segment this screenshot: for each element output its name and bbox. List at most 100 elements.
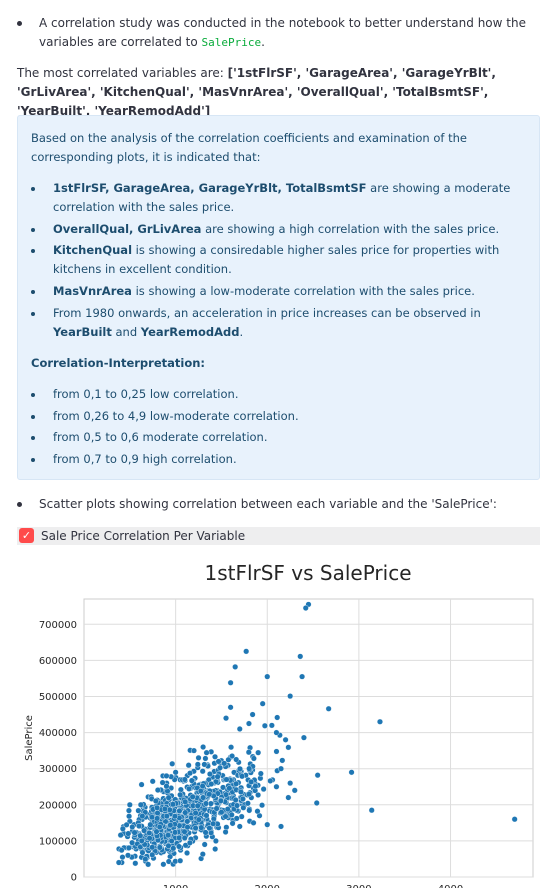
- scatter-point: [236, 823, 243, 830]
- scatter-point: [171, 813, 178, 820]
- checkbox-label: Sale Price Correlation Per Variable: [41, 529, 246, 543]
- scatter-point: [117, 832, 124, 839]
- finding-text: are showing a moderate correlation with …: [53, 181, 511, 214]
- finding-text: and: [111, 325, 141, 339]
- scatter-point: [126, 813, 133, 820]
- scatter-point: [246, 807, 253, 814]
- scatter-point: [149, 778, 156, 785]
- scatter-point: [223, 776, 230, 783]
- scatter-point: [217, 764, 224, 771]
- scatter-point: [189, 793, 196, 800]
- scatter-point: [223, 791, 230, 798]
- checkbox-checked-icon[interactable]: ✓: [19, 528, 34, 543]
- scatter-point: [184, 849, 191, 856]
- scatter-point: [138, 837, 145, 844]
- most-correlated-list: ['1stFlrSF', 'GarageArea', 'GarageYrBlt'…: [17, 66, 496, 118]
- saleprice-code: SalePrice: [201, 36, 262, 49]
- scatter-point: [126, 801, 133, 808]
- scatter-point: [287, 693, 294, 700]
- scatter-point: [239, 773, 246, 780]
- scatter-point: [300, 734, 307, 741]
- scatter-point: [376, 718, 383, 725]
- scatter-point: [185, 785, 192, 792]
- range-item: from 0,1 to 0,25 low correlation.: [31, 385, 527, 404]
- finding-item: OverallQual, GrLivArea are showing a hig…: [31, 220, 527, 239]
- scatter-point: [138, 781, 145, 788]
- scatter-point: [129, 823, 136, 830]
- scatter-point: [124, 852, 131, 859]
- finding-item: KitchenQual is showing a consiredable hi…: [31, 241, 527, 279]
- x-tick-label: 4000: [438, 884, 463, 888]
- scatter-point: [125, 830, 132, 837]
- scatter-point: [132, 860, 139, 867]
- scatter-point: [123, 821, 130, 828]
- scatter-point: [244, 800, 251, 807]
- scatter-point: [165, 794, 172, 801]
- finding-bold: YearRemodAdd: [140, 325, 240, 339]
- most-correlated-paragraph: The most correlated variables are: ['1st…: [17, 64, 539, 121]
- range-item: from 0,7 to 0,9 high correlation.: [31, 450, 527, 469]
- scatter-point: [248, 778, 255, 785]
- scatter-point: [273, 783, 280, 790]
- scatter-point: [227, 679, 234, 686]
- y-axis-label: SalePrice: [24, 715, 35, 761]
- scatter-point: [170, 845, 177, 852]
- scatter-point: [252, 783, 259, 790]
- scatter-point: [232, 796, 239, 803]
- scatter-chart: 1stFlrSF vs SalePrice 010000020000030000…: [24, 561, 534, 888]
- scatter-point: [348, 769, 355, 776]
- scatter-point: [273, 748, 280, 755]
- scatter-point: [274, 714, 281, 721]
- scatter-point: [201, 761, 208, 768]
- y-tick-label: 100000: [39, 836, 77, 847]
- scatter-point: [368, 807, 375, 814]
- scatter-point: [156, 824, 163, 831]
- y-tick-labels: 0 100000 200000 300000 400000 500000 600000 700…: [39, 620, 77, 884]
- scatter-point: [222, 829, 229, 836]
- scatter-point: [278, 765, 285, 772]
- scatter-point: [139, 849, 146, 856]
- scatter-point: [190, 747, 197, 754]
- scatter-point: [223, 715, 230, 722]
- scatter-point: [203, 812, 210, 819]
- scatter-point: [278, 823, 285, 830]
- scatter-point: [199, 851, 206, 858]
- scatter-point: [175, 843, 182, 850]
- scatter-point: [224, 806, 231, 813]
- scatter-point: [181, 835, 188, 842]
- scatter-point: [240, 804, 247, 811]
- scatter-point: [264, 821, 271, 828]
- scatter-point: [236, 765, 243, 772]
- scatter-point: [212, 753, 219, 760]
- scatter-point: [181, 776, 188, 783]
- scatter-point: [229, 820, 236, 827]
- scatter-point: [125, 844, 132, 851]
- scatter-point: [194, 761, 201, 768]
- scatter-point: [255, 791, 262, 798]
- scatter-point: [137, 801, 144, 808]
- y-tick-label: 200000: [39, 800, 77, 811]
- scatter-point: [202, 829, 209, 836]
- y-tick-label: 500000: [39, 692, 77, 703]
- scatter-point: [199, 768, 206, 775]
- intro-end: .: [261, 35, 265, 49]
- info-box: Based on the analysis of the correlation…: [17, 115, 540, 480]
- bullet-dot: [17, 21, 22, 26]
- scatter-point: [202, 755, 209, 762]
- finding-text: is showing a low-moderate correlation wi…: [131, 284, 475, 298]
- scatter-point: [226, 785, 233, 792]
- finding-text: are showing a high correlation with the …: [201, 222, 500, 236]
- scatter-point: [177, 857, 184, 864]
- scatter-point: [141, 827, 148, 834]
- scatter-point: [172, 769, 179, 776]
- scatter-point: [228, 744, 235, 751]
- finding-text: From 1980 onwards, an acceleration in pr…: [53, 306, 481, 320]
- scatter-point: [279, 757, 286, 764]
- scatter-point: [255, 749, 262, 756]
- sale-price-correlation-checkbox[interactable]: ✓ Sale Price Correlation Per Variable: [17, 527, 540, 545]
- scatter-point: [181, 828, 188, 835]
- scatter-point: [208, 780, 215, 787]
- scatter-point: [297, 653, 304, 660]
- scatter-point: [169, 801, 176, 808]
- info-intro: Based on the analysis of the correlation…: [31, 131, 467, 164]
